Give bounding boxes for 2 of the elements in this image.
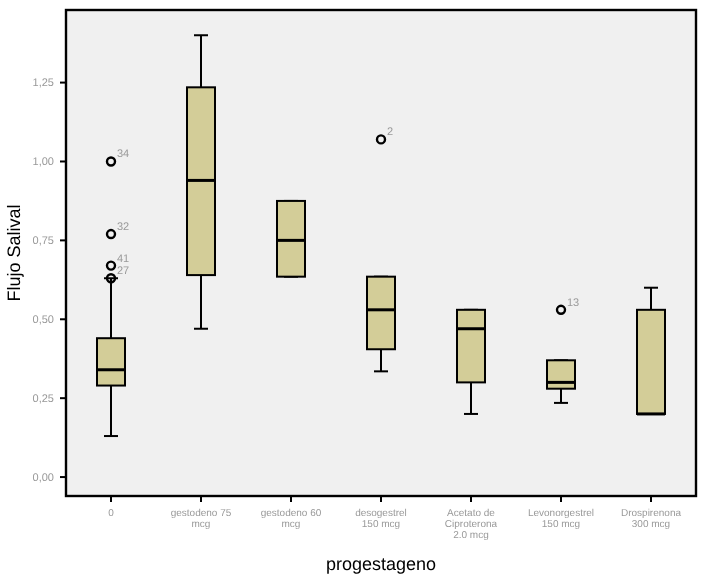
y-axis-title: Flujo Salival bbox=[4, 204, 24, 302]
x-axis-title: progestageno bbox=[325, 554, 437, 574]
